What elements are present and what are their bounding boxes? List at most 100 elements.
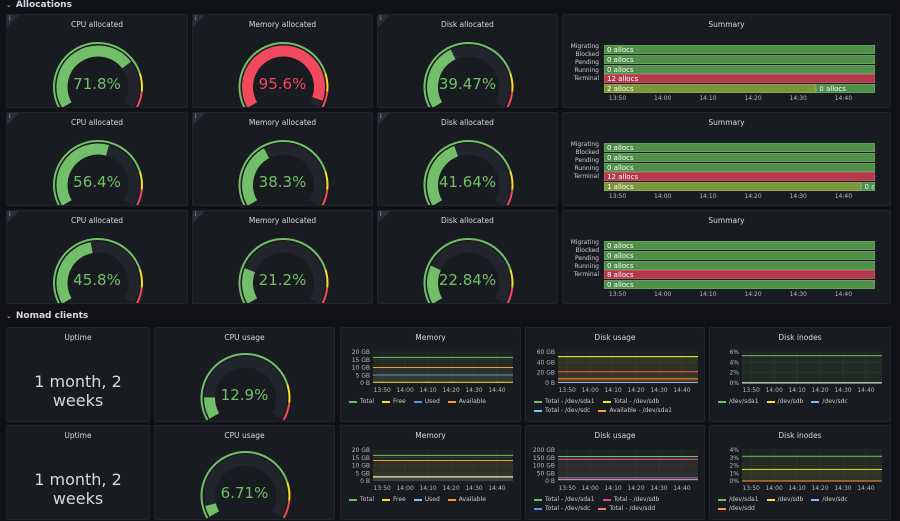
legend-item[interactable]: Total - /dev/sda1 xyxy=(534,398,595,405)
timeline-segment[interactable]: 0 allocs xyxy=(604,143,875,152)
gauge-track xyxy=(204,454,287,517)
legend-item[interactable]: Total - /dev/sdc xyxy=(534,505,590,512)
gauge-fill xyxy=(427,49,456,107)
info-icon[interactable]: i xyxy=(7,211,19,223)
legend-item[interactable]: Available xyxy=(447,496,486,503)
info-icon[interactable]: i xyxy=(378,15,390,27)
x-tick-label: 14:10 xyxy=(788,387,805,394)
timeline-segment[interactable]: 0 allocs xyxy=(816,84,875,94)
legend-item[interactable]: Total xyxy=(349,398,374,405)
legend-swatch xyxy=(534,400,542,403)
y-tick-label: 4% xyxy=(729,447,739,454)
timeline-segment[interactable]: 0 allocs xyxy=(861,182,875,192)
row-header-nomad-clients[interactable]: ⌄ Nomad clients xyxy=(6,311,88,321)
timeline-segment[interactable]: 0 allocs xyxy=(604,54,875,64)
x-tick-label: 14:40 xyxy=(857,387,874,394)
series-fill xyxy=(558,371,698,383)
legend-item[interactable]: Free xyxy=(382,496,406,503)
legend-item[interactable]: /dev/sda1 xyxy=(718,496,759,503)
timeline-segment[interactable]: 0 allocs xyxy=(604,64,875,74)
series-fill xyxy=(742,469,882,481)
info-icon[interactable]: i xyxy=(193,113,205,125)
info-icon[interactable]: i xyxy=(378,113,390,125)
row-title: Allocations xyxy=(15,0,72,10)
legend-item[interactable]: Available - /dev/sda1 xyxy=(598,407,672,414)
timeline-row-label: Terminal xyxy=(573,271,599,278)
timeline-segment[interactable]: 1 allocs xyxy=(604,182,862,192)
legend-item[interactable]: /dev/sdb xyxy=(766,398,803,405)
legend-item[interactable]: Total xyxy=(349,496,374,503)
legend-item[interactable]: Total - /dev/sdb xyxy=(602,496,659,503)
legend: Total Free Used Available xyxy=(349,496,516,503)
timeline-segment[interactable]: 0 allocs xyxy=(604,250,875,260)
info-icon-glyph: i xyxy=(9,15,11,22)
gauge-fill xyxy=(205,503,220,517)
x-tick-label: 14:20 xyxy=(744,291,762,298)
x-tick-label: 13:50 xyxy=(608,291,627,298)
legend-item[interactable]: /dev/sdc xyxy=(811,496,848,503)
legend-item[interactable]: Total - /dev/sdc xyxy=(534,407,590,414)
panel-title: Disk inodes xyxy=(778,431,822,440)
gauge-value: 22.84% xyxy=(438,271,497,289)
info-icon[interactable]: i xyxy=(193,15,205,27)
x-tick-label: 14:10 xyxy=(604,387,621,394)
legend-item[interactable]: Used xyxy=(413,398,440,405)
gauge-fill xyxy=(242,268,258,303)
legend-item[interactable]: Total - /dev/sdd xyxy=(598,505,655,512)
plot-area xyxy=(742,352,882,383)
legend-item[interactable]: /dev/sda1 xyxy=(718,398,759,405)
timeline-segment[interactable]: 0 allocs xyxy=(604,162,875,172)
gauge-value: 45.8% xyxy=(73,271,121,289)
timeline-segment[interactable]: 12 allocs xyxy=(604,74,875,84)
panel-title: Disk usage xyxy=(594,431,636,440)
timeline-row-label: Terminal xyxy=(573,75,599,82)
timeline-segment[interactable]: 0 allocs xyxy=(604,241,875,250)
timeline-segment[interactable]: 0 allocs xyxy=(604,280,875,290)
threshold-arc xyxy=(138,269,143,288)
y-tick-label: 10 GB xyxy=(352,365,370,372)
y-tick-label: 20 GB xyxy=(537,370,555,377)
legend-item[interactable]: Total - /dev/sdb xyxy=(602,398,659,405)
info-icon[interactable]: i xyxy=(378,211,390,223)
y-tick-label: 6% xyxy=(729,349,739,356)
panel-title: CPU allocated xyxy=(70,118,124,127)
timeline-segment[interactable]: 12 allocs xyxy=(604,172,875,182)
y-tick-label: 5 GB xyxy=(356,372,371,379)
gauge-panel-memory-allocated: i Memory allocated 21.2% xyxy=(192,210,373,304)
x-tick-label: 14:10 xyxy=(699,193,717,200)
legend-item[interactable]: Free xyxy=(382,398,406,405)
x-tick-label: 14:30 xyxy=(650,485,667,492)
info-icon-glyph: i xyxy=(380,15,382,22)
threshold-arc xyxy=(282,402,291,421)
threshold-arc xyxy=(136,91,143,107)
timeline-row-label: Terminal xyxy=(573,173,599,180)
legend-item[interactable]: /dev/sdd xyxy=(718,505,755,512)
legend-item[interactable]: /dev/sdc xyxy=(811,398,848,405)
timeline-segment[interactable]: 0 allocs xyxy=(604,260,875,270)
row-header-allocations[interactable]: ⌄ Allocations xyxy=(6,0,72,10)
threshold-arc xyxy=(136,287,143,303)
x-tick-label: 14:10 xyxy=(788,485,805,492)
x-tick-label: 14:20 xyxy=(442,485,459,492)
timeline-segment[interactable]: 0 allocs xyxy=(604,152,875,162)
x-tick-label: 14:00 xyxy=(765,387,782,394)
legend-item[interactable]: Total - /dev/sda1 xyxy=(534,496,595,503)
timeline-segment[interactable]: 2 allocs xyxy=(604,84,817,94)
gauge-panel-cpu-allocated: i CPU allocated 71.8% xyxy=(6,14,188,108)
info-icon[interactable]: i xyxy=(7,15,19,27)
info-icon[interactable]: i xyxy=(193,211,205,223)
x-tick-label: 14:00 xyxy=(581,387,598,394)
gauge-fill xyxy=(427,265,443,303)
y-tick-label: 0 B xyxy=(360,478,370,485)
x-tick-label: 13:50 xyxy=(743,387,760,394)
timeline-segment[interactable]: 0 allocs xyxy=(604,45,875,54)
legend-swatch xyxy=(447,498,456,501)
legend-item[interactable]: Available xyxy=(447,398,486,405)
legend-item[interactable]: Used xyxy=(413,496,440,503)
legend-item[interactable]: /dev/sdb xyxy=(766,496,803,503)
gauge-value: 95.6% xyxy=(258,75,307,93)
info-icon[interactable]: i xyxy=(7,113,19,125)
legend-label: Available xyxy=(458,496,486,503)
timeline-segment[interactable]: 8 allocs xyxy=(604,270,875,280)
